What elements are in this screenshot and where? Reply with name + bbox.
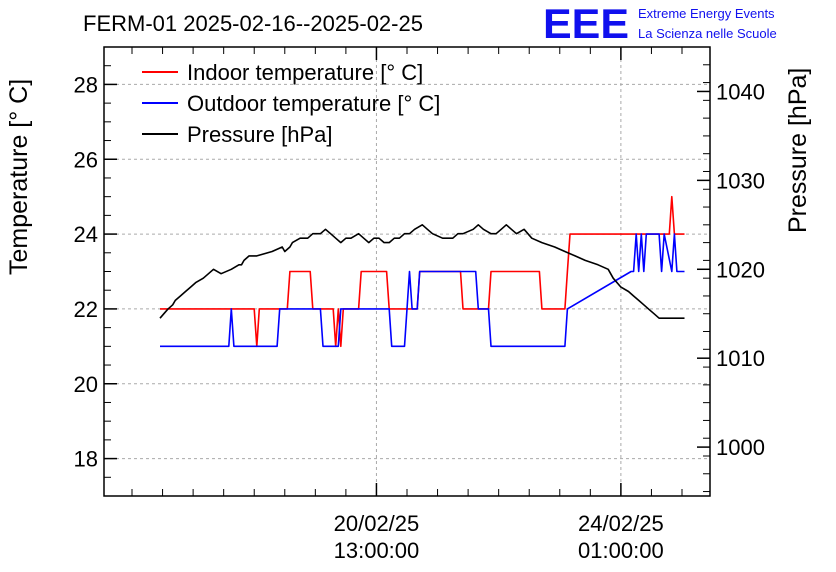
axes: 18 20 22 24 26 28 1000 1010 1020 1030 1040 20/02/25… [74,46,765,563]
y-right-tick-label: 1030 [716,168,765,193]
y-left-tick-label: 26 [74,147,98,172]
legend-label-pressure: Pressure [hPa] [187,122,333,147]
y-right-axis-title: Pressure [hPa] [784,68,812,233]
x-tick-label-date: 24/02/25 [578,511,664,536]
series-line-indoor-temperature [160,195,685,348]
legend: Indoor temperature [° C] Outdoor tempera… [142,60,440,147]
x-tick-label-time: 13:00:00 [334,538,420,563]
x-tick-label-date: 20/02/25 [334,511,420,536]
chart-title: FERM-01 2025-02-16--2025-02-25 [83,11,423,36]
logo-line-2: La Scienza nelle Scuole [638,26,777,41]
y-right-tick-label: 1020 [716,257,765,282]
y-left-tick-label: 22 [74,297,98,322]
y-right-tick-label: 1000 [716,435,765,460]
y-left-tick-label: 24 [74,222,98,247]
y-right-tick-label: 1040 [716,79,765,104]
y-left-axis-title: Temperature [° C] [5,79,33,275]
legend-label-outdoor: Outdoor temperature [° C] [187,91,440,116]
y-left-tick-label: 18 [74,447,98,472]
series-lines [159,195,685,348]
logo-mark: EEE [543,0,629,47]
y-left-tick-label: 20 [74,372,98,397]
series-line-pressure [159,224,685,320]
y-right-tick-label: 1010 [716,346,765,371]
series-line-outdoor-temperature [160,233,685,348]
logo-line-1: Extreme Energy Events [638,6,775,21]
x-tick-label-time: 01:00:00 [578,538,664,563]
eee-logo: EEE Extreme Energy Events La Scienza nel… [543,0,777,47]
y-left-tick-label: 28 [74,72,98,97]
legend-label-indoor: Indoor temperature [° C] [187,60,423,85]
